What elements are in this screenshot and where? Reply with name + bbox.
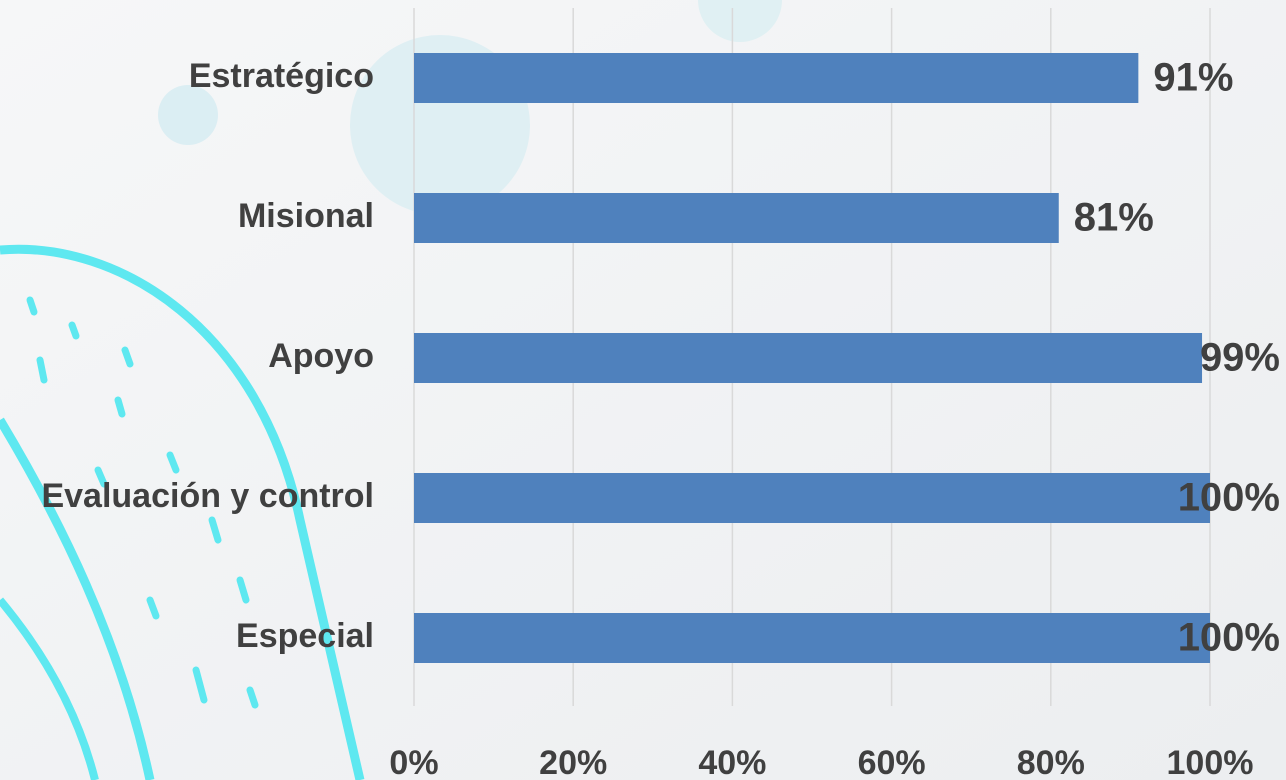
value-label: 81% xyxy=(1074,196,1154,240)
value-label: 100% xyxy=(1178,476,1280,520)
x-tick-label: 20% xyxy=(539,744,607,780)
x-tick-label: 0% xyxy=(389,744,438,780)
x-tick-label: 100% xyxy=(1167,744,1254,780)
value-label: 100% xyxy=(1178,616,1280,660)
value-label: 91% xyxy=(1153,56,1233,100)
x-tick-label: 80% xyxy=(1017,744,1085,780)
bar xyxy=(414,613,1210,663)
x-tick-label: 40% xyxy=(698,744,766,780)
bar xyxy=(414,53,1139,103)
bar xyxy=(414,473,1210,523)
y-tick-label: Misional xyxy=(238,197,374,235)
x-tick-label: 60% xyxy=(858,744,926,780)
bar xyxy=(414,333,1203,383)
y-tick-label: Estratégico xyxy=(189,57,374,95)
value-label: 99% xyxy=(1200,336,1280,380)
y-tick-label: Apoyo xyxy=(268,337,374,375)
bar xyxy=(414,193,1059,243)
y-tick-label: Especial xyxy=(236,617,374,655)
y-tick-label: Evaluación y control xyxy=(41,477,374,515)
